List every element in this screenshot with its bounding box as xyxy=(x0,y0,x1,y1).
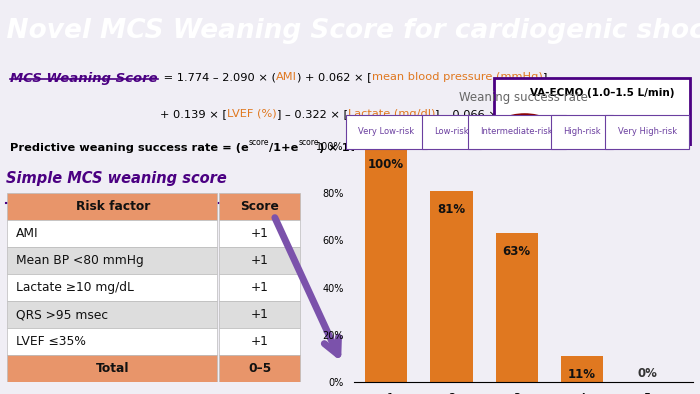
Text: /1+e: /1+e xyxy=(270,143,299,153)
Text: Lactate ≥10 mg/dL: Lactate ≥10 mg/dL xyxy=(16,281,134,294)
FancyBboxPatch shape xyxy=(218,247,300,274)
FancyBboxPatch shape xyxy=(218,220,300,247)
Text: score: score xyxy=(248,138,270,147)
Text: ]: ] xyxy=(573,109,577,119)
Text: AMI: AMI xyxy=(276,72,298,82)
Bar xyxy=(496,233,538,382)
Title: Weaning success rate: Weaning success rate xyxy=(458,91,588,104)
Bar xyxy=(365,146,407,382)
FancyBboxPatch shape xyxy=(7,355,217,382)
Text: or: or xyxy=(597,123,608,132)
Text: 63%: 63% xyxy=(503,245,531,258)
Text: IMPELLA (P2): IMPELLA (P2) xyxy=(561,154,644,164)
Text: MCS Weaning Score: MCS Weaning Score xyxy=(10,72,158,85)
Text: +1: +1 xyxy=(251,227,269,240)
FancyBboxPatch shape xyxy=(218,193,300,220)
FancyBboxPatch shape xyxy=(218,301,300,328)
Text: LVEF ≤35%: LVEF ≤35% xyxy=(16,335,85,348)
Circle shape xyxy=(494,114,556,146)
Text: Very Low-risk: Very Low-risk xyxy=(358,127,414,136)
Text: 81%: 81% xyxy=(438,203,466,216)
FancyBboxPatch shape xyxy=(218,355,300,382)
Text: +1: +1 xyxy=(251,335,269,348)
Text: Total: Total xyxy=(96,362,130,375)
FancyBboxPatch shape xyxy=(218,274,300,301)
FancyBboxPatch shape xyxy=(494,78,690,193)
Bar xyxy=(430,191,473,382)
Text: Mean BP <80 mmHg: Mean BP <80 mmHg xyxy=(16,254,144,267)
Text: VA-ECMO (1.0–1.5 L/min): VA-ECMO (1.0–1.5 L/min) xyxy=(530,87,675,97)
Text: A Novel MCS Weaning Score for cardiogenic shock: A Novel MCS Weaning Score for cardiogeni… xyxy=(0,18,700,43)
Text: Lactate (mg/dl): Lactate (mg/dl) xyxy=(348,109,435,119)
Text: +1: +1 xyxy=(251,308,269,321)
Text: +1: +1 xyxy=(251,281,269,294)
Text: 0%: 0% xyxy=(638,367,657,380)
Text: mean blood pressure (mmHg): mean blood pressure (mmHg) xyxy=(372,72,542,82)
FancyBboxPatch shape xyxy=(7,301,217,328)
Text: QRS (msec): QRS (msec) xyxy=(506,109,573,119)
Text: AMI: AMI xyxy=(16,227,38,240)
Text: Score: Score xyxy=(240,200,279,213)
Text: Low-risk: Low-risk xyxy=(434,127,469,136)
Text: + 0.139 × [: + 0.139 × [ xyxy=(160,109,227,119)
Text: Intermediate-risk: Intermediate-risk xyxy=(480,127,553,136)
Text: ] – 0.322 × [: ] – 0.322 × [ xyxy=(276,109,348,119)
Text: ]: ] xyxy=(542,72,547,82)
Text: Very High-risk: Very High-risk xyxy=(617,127,677,136)
Bar xyxy=(561,356,603,382)
Text: Risk factor: Risk factor xyxy=(76,200,150,213)
Text: High-risk: High-risk xyxy=(564,127,601,136)
FancyBboxPatch shape xyxy=(7,193,217,220)
Text: 100%: 100% xyxy=(368,158,404,171)
Text: ) × 100 (%): ) × 100 (%) xyxy=(319,143,391,153)
Text: Predictive weaning success rate = (e: Predictive weaning success rate = (e xyxy=(10,143,248,153)
Text: 11%: 11% xyxy=(568,368,596,381)
Text: +1: +1 xyxy=(251,254,269,267)
Text: score: score xyxy=(299,138,319,147)
FancyBboxPatch shape xyxy=(7,274,217,301)
Text: ) + 0.062 × [: ) + 0.062 × [ xyxy=(298,72,372,82)
FancyBboxPatch shape xyxy=(7,247,217,274)
Text: LVEF (%): LVEF (%) xyxy=(227,109,276,119)
FancyBboxPatch shape xyxy=(7,328,217,355)
FancyBboxPatch shape xyxy=(7,220,217,247)
Text: 0–5: 0–5 xyxy=(248,362,272,375)
Text: = 1.774 – 2.090 × (: = 1.774 – 2.090 × ( xyxy=(160,72,276,82)
Text: Simple MCS weaning score: Simple MCS weaning score xyxy=(6,171,227,186)
Text: QRS >95 msec: QRS >95 msec xyxy=(16,308,108,321)
FancyBboxPatch shape xyxy=(218,328,300,355)
Text: ] – 0.066 × [: ] – 0.066 × [ xyxy=(435,109,506,119)
